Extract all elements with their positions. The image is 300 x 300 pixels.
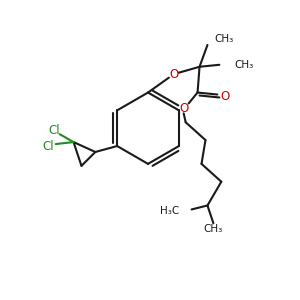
Text: CH₃: CH₃	[234, 60, 254, 70]
Text: CH₃: CH₃	[214, 34, 234, 44]
Text: O: O	[221, 90, 230, 103]
Text: Cl: Cl	[42, 140, 54, 152]
Text: H₃C: H₃C	[160, 206, 180, 216]
Text: Cl: Cl	[48, 124, 59, 137]
Text: CH₃: CH₃	[204, 224, 223, 234]
Text: O: O	[179, 102, 188, 115]
Text: O: O	[169, 68, 178, 81]
